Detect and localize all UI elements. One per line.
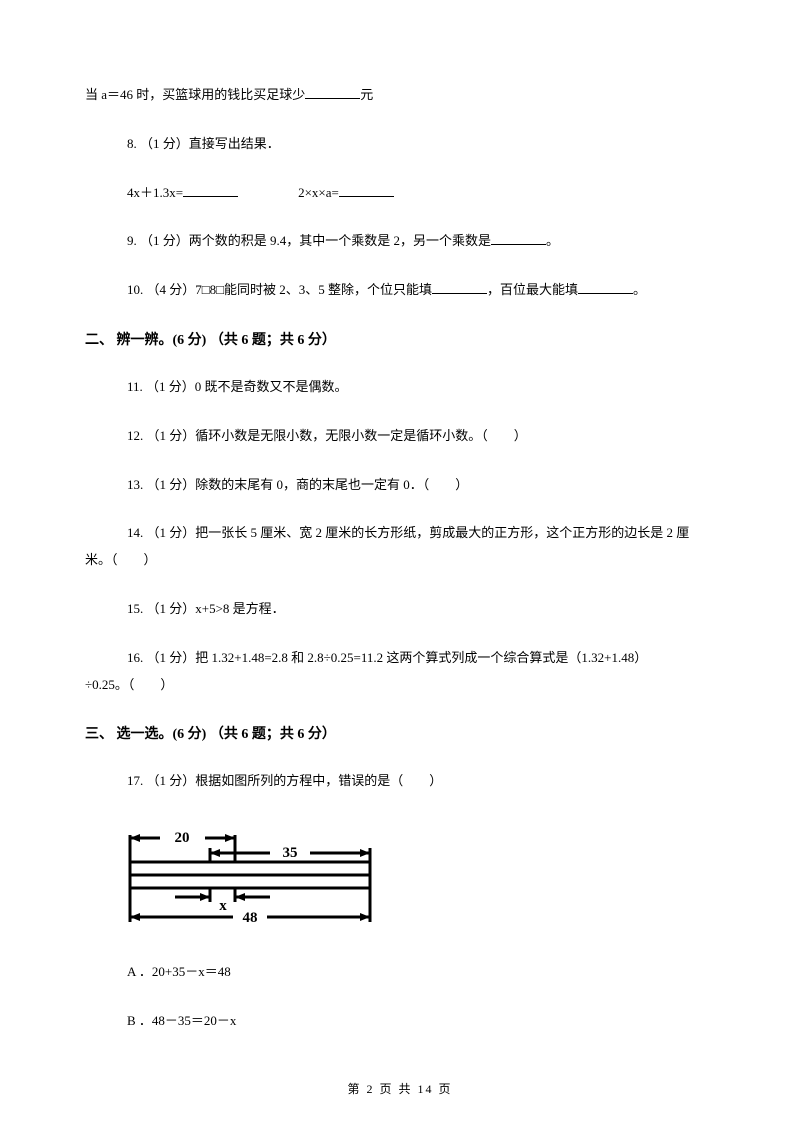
q17-option-b: B ．48－35＝20－x bbox=[85, 1011, 715, 1032]
q17-b-text: B ．48－35＝20－x bbox=[127, 1013, 236, 1028]
q8: 8. （1 分）直接写出结果． bbox=[85, 134, 715, 155]
q16-text-b: ÷0.25。（ ） bbox=[85, 677, 173, 692]
dim35-label: 35 bbox=[283, 845, 298, 861]
q17: 17. （1 分）根据如图所列的方程中，错误的是（ ） bbox=[85, 771, 715, 792]
q8-expressions: 4x＋1.3x= 2×x×a= bbox=[85, 183, 715, 204]
q10-text-c: 。 bbox=[633, 282, 646, 297]
q8-blank1 bbox=[183, 183, 238, 197]
measurement-diagram-svg: 20 35 x 48 bbox=[115, 820, 385, 930]
q14-text-a: 14. （1 分）把一张长 5 厘米、宽 2 厘米的长方形纸，剪成最大的正方形，… bbox=[127, 525, 689, 540]
q17-a-text: A ．20+35－x＝48 bbox=[127, 964, 231, 979]
q17-option-a: A ．20+35－x＝48 bbox=[85, 962, 715, 983]
q10: 10. （4 分）7□8□能同时被 2、3、5 整除，个位只能填 ，百位最大能填 。 bbox=[85, 280, 715, 301]
q10-text-a: 10. （4 分）7□8□能同时被 2、3、5 整除，个位只能填 bbox=[127, 282, 432, 297]
q16-text-a: 16. （1 分）把 1.32+1.48=2.8 和 2.8÷0.25=11.2… bbox=[127, 650, 647, 665]
q9-text-a: 9. （1 分）两个数的积是 9.4，其中一个乘数是 2，另一个乘数是 bbox=[127, 233, 491, 248]
q11: 11. （1 分）0 既不是奇数又不是偶数。 bbox=[85, 377, 715, 398]
q7-unit: 元 bbox=[360, 87, 373, 102]
q8-text: 8. （1 分）直接写出结果． bbox=[127, 136, 280, 151]
q17-text: 17. （1 分）根据如图所列的方程中，错误的是（ ） bbox=[127, 773, 442, 788]
q7-text: 当 a＝46 时，买篮球用的钱比买足球少 bbox=[85, 87, 305, 102]
dim20-label: 20 bbox=[175, 830, 190, 846]
page-footer: 第 2 页 共 14 页 bbox=[0, 1080, 800, 1097]
q14-text-b: 米。（ ） bbox=[85, 552, 157, 567]
q11-text: 11. （1 分）0 既不是奇数又不是偶数。 bbox=[127, 379, 348, 394]
q7-blank bbox=[305, 85, 360, 99]
q10-blank1 bbox=[432, 280, 487, 294]
q10-text-b: ，百位最大能填 bbox=[487, 282, 578, 297]
q10-blank2 bbox=[578, 280, 633, 294]
q15: 15. （1 分）x+5>8 是方程． bbox=[85, 599, 715, 620]
q9-blank bbox=[491, 231, 546, 245]
q16-line1: 16. （1 分）把 1.32+1.48=2.8 和 2.8÷0.25=11.2… bbox=[85, 648, 715, 669]
section3-header: 三、 选一选。(6 分) （共 6 题；共 6 分） bbox=[85, 723, 715, 743]
q8-blank2 bbox=[339, 183, 394, 197]
q8-expr2: 2×x×a= bbox=[298, 185, 339, 200]
q13: 13. （1 分）除数的末尾有 0，商的末尾也一定有 0．（ ） bbox=[85, 475, 715, 496]
q14-line2: 米。（ ） bbox=[85, 550, 715, 571]
q17-diagram: 20 35 x 48 bbox=[115, 820, 715, 934]
q16-line2: ÷0.25。（ ） bbox=[85, 675, 715, 696]
dim48-label: 48 bbox=[243, 910, 258, 926]
q12: 12. （1 分）循环小数是无限小数，无限小数一定是循环小数。（ ） bbox=[85, 426, 715, 447]
q14-line1: 14. （1 分）把一张长 5 厘米、宽 2 厘米的长方形纸，剪成最大的正方形，… bbox=[85, 523, 715, 544]
q7-continuation: 当 a＝46 时，买篮球用的钱比买足球少 元 bbox=[85, 85, 715, 106]
q9-text-b: 。 bbox=[546, 233, 559, 248]
footer-text: 第 2 页 共 14 页 bbox=[347, 1082, 452, 1096]
q13-text: 13. （1 分）除数的末尾有 0，商的末尾也一定有 0．（ ） bbox=[127, 477, 468, 492]
q8-expr1: 4x＋1.3x= bbox=[127, 185, 183, 200]
q15-text: 15. （1 分）x+5>8 是方程． bbox=[127, 601, 285, 616]
section3-text: 三、 选一选。(6 分) （共 6 题；共 6 分） bbox=[85, 727, 336, 742]
section2-text: 二、 辨一辨。(6 分) （共 6 题；共 6 分） bbox=[85, 333, 336, 348]
q12-text: 12. （1 分）循环小数是无限小数，无限小数一定是循环小数。（ ） bbox=[127, 428, 527, 443]
section2-header: 二、 辨一辨。(6 分) （共 6 题；共 6 分） bbox=[85, 329, 715, 349]
q9: 9. （1 分）两个数的积是 9.4，其中一个乘数是 2，另一个乘数是 。 bbox=[85, 231, 715, 252]
dimx-label: x bbox=[219, 898, 227, 914]
